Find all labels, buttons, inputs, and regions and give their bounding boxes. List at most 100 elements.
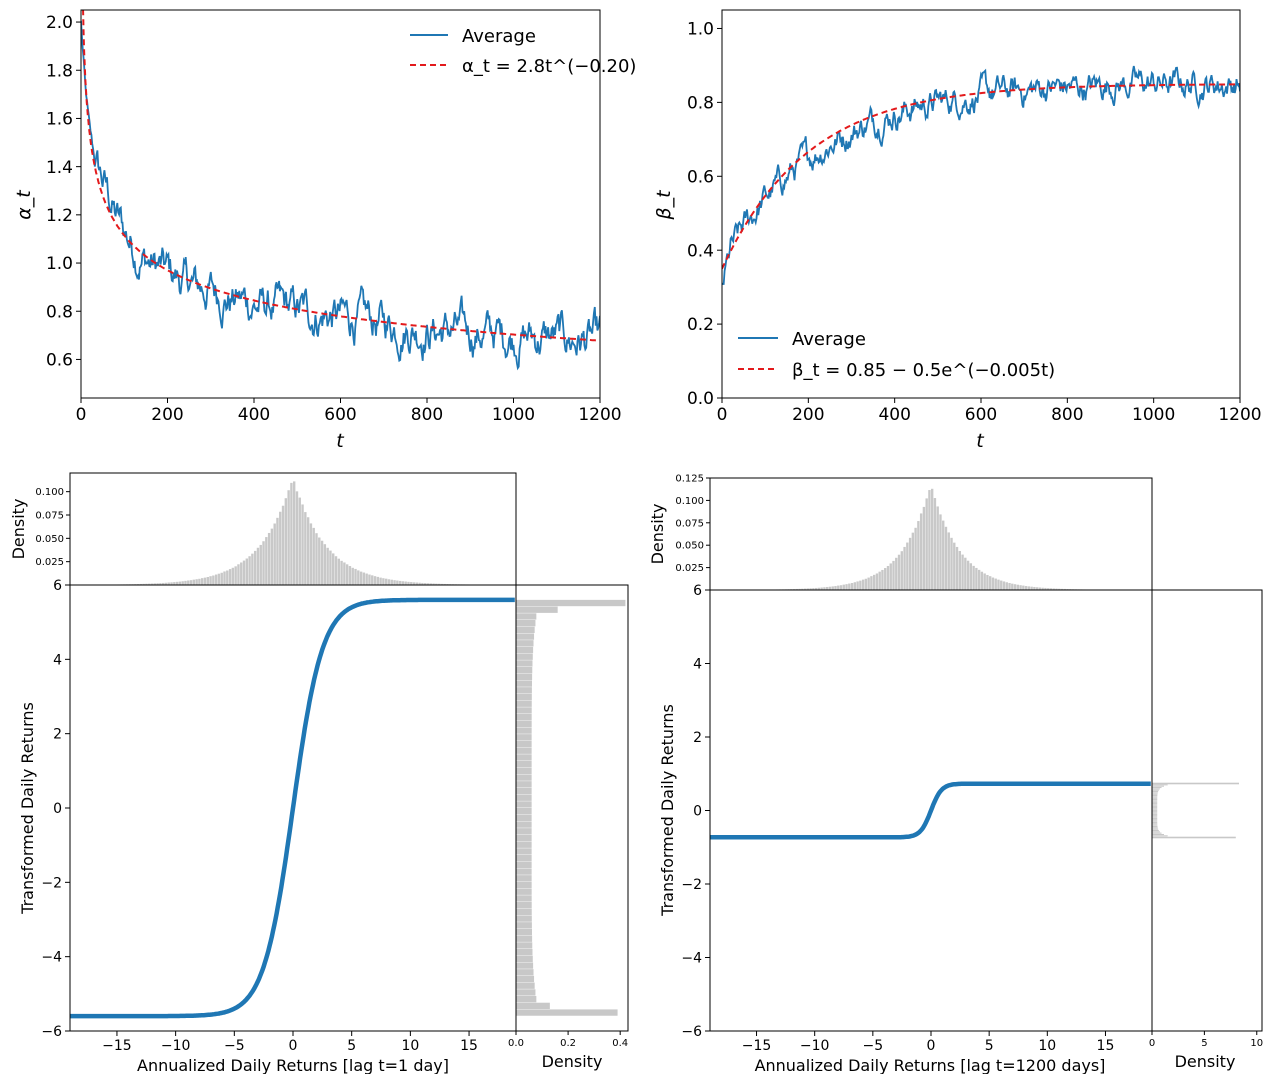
lag1-right-hist-bar [516, 687, 532, 694]
lag1-top-hist-bar [206, 577, 209, 585]
lag1200-top-hist-bar [817, 587, 821, 590]
lag1200-top-hist-bar [1022, 585, 1025, 590]
lag1200-top-hist-bar [936, 506, 939, 590]
lag1-top-hist-bar [437, 583, 441, 585]
lag1200-top-hist-bar [1005, 582, 1008, 590]
lag1200-top-hist-bar [917, 521, 920, 590]
lag1200-top-hist-bar [828, 586, 832, 590]
alpha-ytick-label: 1.0 [46, 254, 73, 274]
lag1200-top-hist-bar [972, 565, 975, 590]
lag1-right-hist-xtick-label: 0.2 [560, 1038, 576, 1049]
lag1-top-hist-bar [354, 568, 357, 585]
lag1200-right-hist-bar [1152, 795, 1158, 797]
lag1-right-hist-bar [516, 888, 532, 895]
lag1200-top-hist-bar [839, 585, 843, 590]
lag1200-top-hist-bar [980, 571, 984, 590]
lag1200-top-hist-bar [1008, 583, 1011, 590]
lag1200-ytick-label: 6 [693, 583, 702, 599]
lag1200-top-hist-bar [845, 584, 848, 590]
lag1200-top-hist-bar [1024, 586, 1028, 590]
lag1200-top-hist-bar [1019, 585, 1022, 590]
lag1-right-hist-bar [516, 801, 532, 808]
lag1200-right-hist-bar [1152, 811, 1158, 813]
lag1-top-hist-bar [382, 578, 385, 585]
lag1200-right-hist-bar [1152, 791, 1159, 793]
lag1200-top-hist-bar [997, 579, 1000, 590]
alpha-xtick-label: 1000 [492, 405, 535, 425]
lag1-right-hist-bar [516, 922, 532, 929]
lag1-right-hist-bar [516, 747, 532, 754]
beta-legend: Average β_t = 0.85 − 0.5e^(−0.005t) [738, 329, 1055, 381]
lag1-right-hist-bar [516, 781, 532, 788]
lag1-right-hist-bar [516, 908, 532, 916]
lag1-right-hist-xlabel: Density [542, 1052, 603, 1071]
lag1200-top-hist-bar [837, 585, 840, 590]
lag1200-top-hist-bar [886, 565, 890, 590]
lag1200-top-hist-bar [809, 588, 812, 590]
lag1200-right-hist-bar [1152, 801, 1158, 803]
lag1-xtick-label: −10 [161, 1038, 191, 1054]
lag1-top-hist-bar [398, 580, 402, 585]
lag1200-top-hist-bar [1000, 580, 1003, 590]
lag1-top-hist-bar [150, 583, 154, 585]
lag1200-top-hist-bar [859, 580, 862, 590]
lag1200-top-hist-bar [870, 576, 873, 590]
lag1-right-hist-xtick-label: 0.0 [508, 1038, 524, 1049]
lag1-right-hist-bar [516, 821, 532, 828]
lag1-right-hist-bar [516, 794, 532, 801]
lag1200-top-hist-bar [983, 573, 986, 590]
lag1-top-hist-bar [429, 583, 432, 585]
lag1-right-hist-bar [516, 660, 533, 667]
beta-xtick-label: 0 [717, 405, 728, 425]
lag1200-right-hist-bar [1152, 812, 1158, 814]
lag1-top-hist-ytick-label: 0.025 [35, 557, 64, 568]
lag1-top-hist-bar [203, 577, 207, 585]
lag1200-top-hist-bar [826, 586, 829, 590]
lag1200-xtick-label: 10 [1038, 1038, 1056, 1054]
lag1200-top-hist-bar [798, 588, 801, 590]
lag1-top-hist-bar [298, 497, 301, 585]
lag1-top-hist-bar [390, 579, 393, 585]
lag1-top-hist-bar [301, 504, 304, 585]
lag1-right-hist-bar [516, 727, 532, 734]
lag1200-right-hist-bar [1152, 825, 1158, 827]
lag1-top-hist-bar [223, 571, 226, 585]
lag1-top-hist-bar [424, 583, 427, 585]
lag1-top-hist-bar [159, 583, 162, 585]
lag1-top-hist-bar [326, 547, 329, 585]
lag1-top-hist-bar [145, 583, 148, 585]
lag1200-top-hist-bar [878, 571, 881, 590]
lag1200-ytick-label: 2 [693, 730, 702, 746]
lag1200-top-hist-bar [1063, 588, 1066, 590]
lag1200-xtick-label: 0 [927, 1038, 936, 1054]
lag1-top-hist-bar [304, 512, 307, 585]
lag1-top-hist-bar [384, 578, 388, 585]
lag1-top-hist-bar [373, 576, 377, 585]
lag1-right-hist-bar [516, 646, 534, 654]
lag1200-top-hist-bar [964, 557, 967, 590]
lag1-top-hist-bar [220, 572, 223, 585]
beta-ytick-label: 0.4 [687, 241, 714, 261]
lag1-top-hist-bar [240, 562, 243, 585]
lag1-top-hist-bar [396, 580, 399, 585]
lag1200-top-hist-bar [1052, 588, 1055, 590]
lag1200-top-hist-bar [803, 588, 807, 590]
lag1200-xtick-label: −15 [742, 1038, 772, 1054]
lag1-top-hist-bar [209, 576, 212, 585]
lag1200-top-hist-bar [1027, 586, 1031, 590]
lag1-top-hist-bar [440, 583, 444, 585]
lag1-ylabel: Transformed Daily Returns [18, 702, 37, 915]
transform-lag1200-panel: 0.025 0.050 0.075 0.100 0.125 0 5 10 −15 −10 −5 0… [648, 474, 1263, 1074]
lag1-right-hist-bar [516, 962, 534, 969]
lag1-top-hist-bar [435, 583, 438, 585]
lag1200-top-hist-bar [969, 563, 973, 590]
lag1200-ytick-label: −2 [681, 877, 702, 893]
alpha-ytick-label: 1.4 [46, 158, 73, 178]
lag1200-top-hist-bar [1011, 583, 1014, 590]
lag1-ytick-label: −4 [41, 950, 62, 966]
lag1200-right-hist-bar [1152, 804, 1158, 806]
alpha-xtick-label: 600 [324, 405, 356, 425]
lag1-right-hist-bar [516, 714, 532, 721]
alpha-panel: 0 200 400 600 800 1000 1200 0.6 0.8 1.0 1.2 1.4 1.6 1… [13, 9, 636, 452]
